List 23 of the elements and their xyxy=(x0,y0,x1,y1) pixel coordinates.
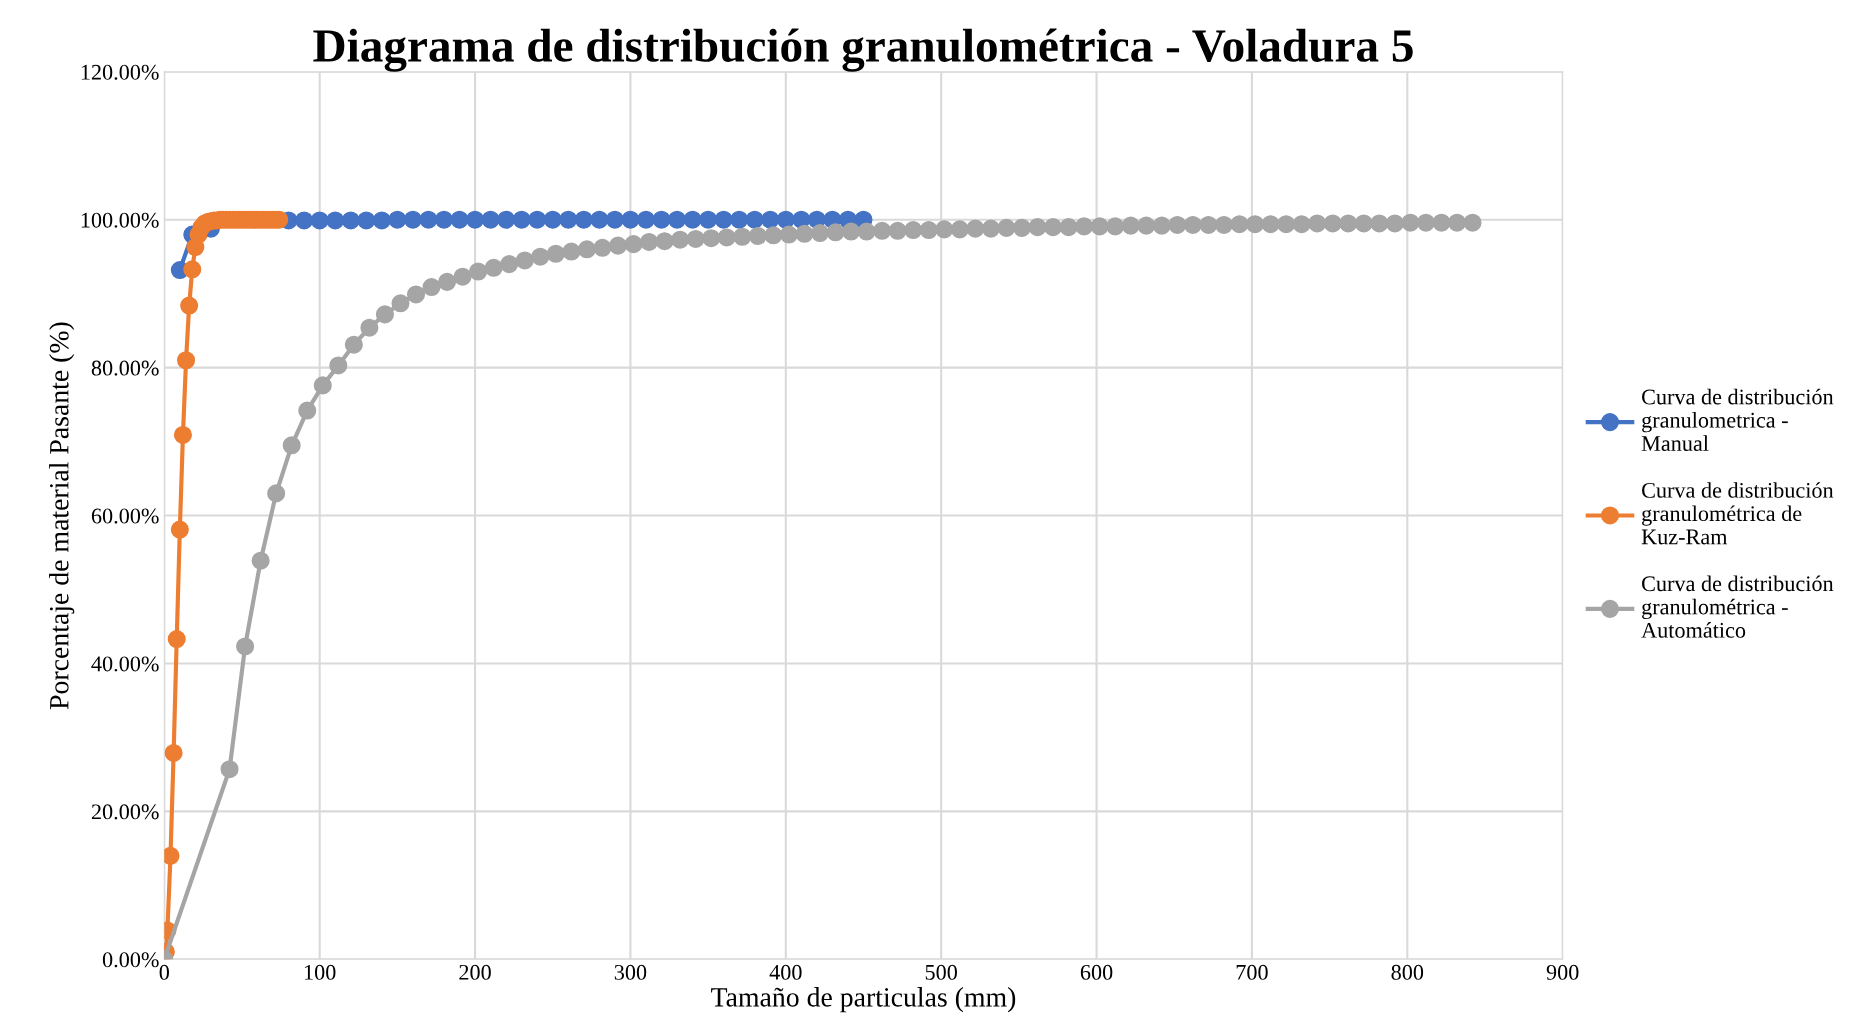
x-tick-label: 200 xyxy=(459,964,491,980)
legend-label: Curva de distribución granulometrica - Manual xyxy=(1641,388,1834,451)
chart-title: Diagrama de distribución granulométrica - Voladura 5 xyxy=(313,28,1413,72)
y-tick-label: 120.00% xyxy=(81,64,159,80)
y-axis-title: Porcentaje de material Pasante (%) xyxy=(49,322,75,710)
x-tick-label: 800 xyxy=(1391,964,1424,980)
x-axis-title: Tamaño de particulas (mm) xyxy=(711,987,1016,1013)
x-tick-label: 300 xyxy=(614,964,647,980)
x-tick-label: 500 xyxy=(925,964,957,980)
x-tick-label: 700 xyxy=(1236,964,1268,980)
x-tick-label: 100 xyxy=(304,964,336,980)
x-tick-label: 600 xyxy=(1080,964,1113,980)
y-tick-label: 0.00% xyxy=(102,952,159,968)
y-tick-label: 100.00% xyxy=(81,212,159,228)
x-tick-label: 900 xyxy=(1546,964,1579,980)
y-tick-label: 60.00% xyxy=(91,508,159,524)
x-tick-label: 0 xyxy=(159,964,169,980)
x-tick-label: 400 xyxy=(769,964,802,980)
legend-label: Curva de distribución granulométrica de Kuz-Ram xyxy=(1641,482,1834,545)
y-tick-label: 20.00% xyxy=(91,804,159,820)
legend-label: Curva de distribución granulométrica - Automático xyxy=(1641,575,1834,638)
y-tick-label: 40.00% xyxy=(91,656,159,672)
y-tick-label: 80.00% xyxy=(91,360,159,376)
